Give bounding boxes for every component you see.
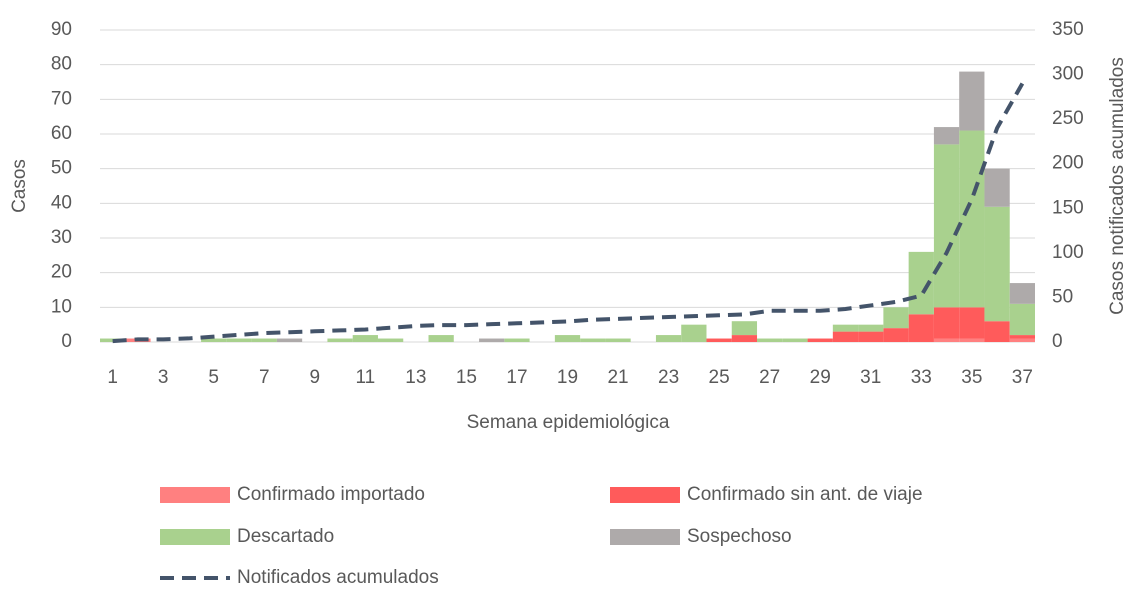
y-tick-label: 30 — [51, 227, 72, 248]
legend-label: Notificados acumulados — [237, 567, 439, 588]
bar-segment — [655, 335, 682, 342]
y-tick-label: 20 — [51, 262, 72, 283]
x-tick-label: 15 — [456, 367, 477, 388]
legend-label: Confirmado sin ant. de viaje — [687, 484, 923, 505]
bar-segment — [731, 321, 758, 336]
bar-segment — [226, 338, 252, 342]
x-tick-label: 5 — [208, 367, 219, 388]
bar-segment — [1009, 335, 1035, 339]
bar-segment — [201, 338, 227, 342]
bar-segment — [984, 206, 1010, 322]
y2-tick-label: 0 — [1052, 331, 1063, 352]
bar-segment — [959, 130, 985, 308]
y-tick-label: 50 — [51, 158, 72, 179]
bar-segment — [959, 71, 985, 131]
bar-segment — [580, 338, 606, 342]
legend-swatch — [160, 487, 230, 503]
bar-segment — [276, 338, 303, 342]
bar-segment — [984, 168, 1010, 207]
y-tick-label: 70 — [51, 88, 72, 109]
bar-segment — [984, 321, 1010, 342]
x-tick-label: 11 — [355, 367, 375, 388]
bar-segment — [933, 338, 960, 342]
bar-segment — [883, 328, 909, 342]
bar-segment — [908, 314, 934, 342]
bar-segment — [1009, 303, 1035, 336]
y2-tick-label: 350 — [1052, 19, 1084, 40]
y2-tick-label: 300 — [1052, 64, 1084, 85]
x-tick-label: 19 — [557, 367, 578, 388]
x-tick-label: 9 — [310, 367, 321, 388]
bar-segment — [959, 307, 985, 339]
x-tick-label: 35 — [961, 367, 982, 388]
cumulative-line — [112, 82, 1025, 344]
y-tick-label: 80 — [51, 54, 72, 75]
y-tick-label: 90 — [51, 19, 72, 40]
y-tick-label: 40 — [51, 192, 72, 213]
bar-segment — [706, 338, 732, 342]
bar-segment — [807, 338, 833, 342]
bar-segment — [782, 338, 808, 342]
bar-segment — [883, 307, 909, 329]
bar-segment — [933, 127, 960, 145]
y-tick-label: 60 — [51, 123, 72, 144]
bar-segment — [731, 335, 758, 342]
x-axis-title: Semana epidemiológica — [467, 412, 670, 433]
y2-axis-title: Casos notificados acumulados — [1107, 57, 1128, 315]
bar-segment — [352, 335, 378, 342]
bar-segment — [832, 324, 859, 332]
y2-tick-label: 250 — [1052, 108, 1084, 129]
x-tick-label: 29 — [810, 367, 831, 388]
legend-label: Sospechoso — [687, 526, 792, 547]
bar-segment — [605, 338, 631, 342]
x-tick-label: 33 — [911, 367, 932, 388]
bar-segment — [479, 338, 505, 342]
y2-tick-label: 150 — [1052, 197, 1084, 218]
x-tick-label: 25 — [709, 367, 730, 388]
bar-segment — [959, 338, 985, 342]
y-tick-label: 10 — [51, 296, 72, 317]
bar-segment — [858, 331, 884, 342]
y2-tick-label: 200 — [1052, 153, 1084, 174]
x-tick-label: 27 — [759, 367, 780, 388]
x-tick-label: 1 — [107, 367, 118, 388]
bar-segment — [377, 338, 404, 342]
x-tick-label: 17 — [506, 367, 527, 388]
legend-swatch — [610, 487, 680, 503]
bar-segment — [1009, 283, 1035, 304]
bar-segment — [933, 144, 960, 308]
y-axis-title: Casos — [9, 159, 30, 213]
x-tick-label: 31 — [860, 367, 881, 388]
x-tick-label: 21 — [607, 367, 628, 388]
bar-segment — [681, 324, 707, 342]
legend-swatch — [160, 529, 230, 545]
bar-segment — [554, 335, 581, 342]
legend-label: Descartado — [237, 526, 334, 547]
bar-segment — [251, 338, 277, 342]
bar-segment — [757, 338, 783, 342]
bar-segment — [1009, 338, 1035, 342]
legend-label: Confirmado importado — [237, 484, 425, 505]
x-tick-label: 7 — [259, 367, 270, 388]
bar-segment — [327, 338, 353, 342]
bar-segment — [858, 324, 884, 332]
y2-tick-label: 100 — [1052, 242, 1084, 263]
x-tick-label: 3 — [158, 367, 169, 388]
legend-swatch — [610, 529, 680, 545]
x-tick-label: 23 — [658, 367, 679, 388]
bar-segment — [832, 331, 859, 342]
bar-segment — [504, 338, 530, 342]
y2-tick-label: 50 — [1052, 286, 1073, 307]
y-tick-label: 0 — [61, 331, 72, 352]
x-tick-label: 13 — [405, 367, 426, 388]
bar-segment — [428, 335, 454, 342]
bar-segment — [933, 307, 960, 339]
x-tick-label: 37 — [1012, 367, 1033, 388]
